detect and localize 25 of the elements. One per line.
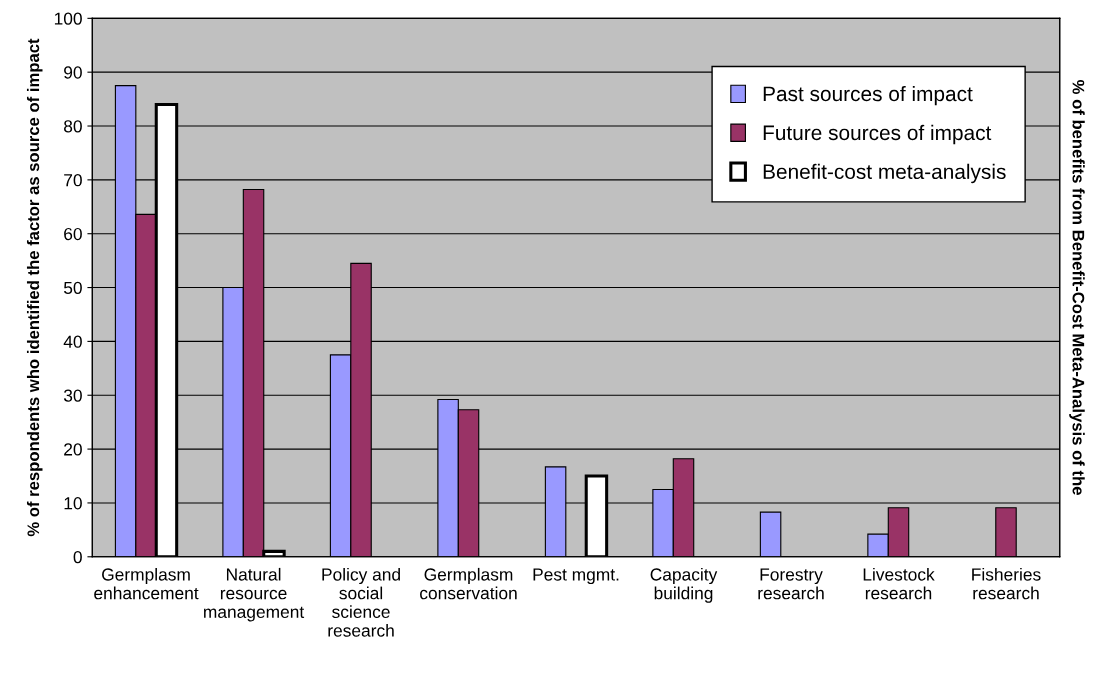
x-tick-label: Policy and social science research	[322, 567, 400, 637]
legend-label: Future sources of impact	[763, 124, 992, 145]
x-tick-label: Pest mgmt.	[533, 568, 619, 585]
y-tick-label: 60	[64, 227, 82, 241]
y-tick-label: 80	[64, 120, 82, 133]
x-tick-label: Livestock research	[863, 567, 935, 600]
x-tick-label: Germplasm conservation	[420, 567, 517, 600]
y-tick-label: 50	[63, 281, 82, 295]
y-tick-label: 10	[64, 497, 82, 510]
x-tick-label: Germplasm enhancement	[94, 567, 199, 600]
x-tick-label: Natural resource management	[204, 567, 305, 622]
y-axis-title: % of respondents who identified the factor as source of impact	[26, 38, 43, 537]
y-tick-label: 70	[64, 174, 82, 187]
legend-label: Past sources of impact	[763, 85, 973, 106]
x-tick-label: Capacity building	[650, 567, 718, 603]
x-tick-label: Forestry research	[758, 568, 824, 600]
legend-label: Benefit-cost meta-analysis	[763, 163, 1006, 184]
y-tick-label: 40	[63, 335, 82, 348]
y-tick-label: 100	[54, 12, 82, 25]
y-tick-label: 30	[63, 389, 82, 402]
x-tick-label: Fisheries research	[972, 567, 1041, 600]
y-tick-label: 90	[64, 66, 82, 79]
y-tick-label: 20	[64, 443, 82, 456]
y-tick-label: 0	[73, 550, 82, 564]
y2-axis-title: % of benefits from Benefit-Cost Meta-Analysis of the	[1069, 80, 1085, 495]
